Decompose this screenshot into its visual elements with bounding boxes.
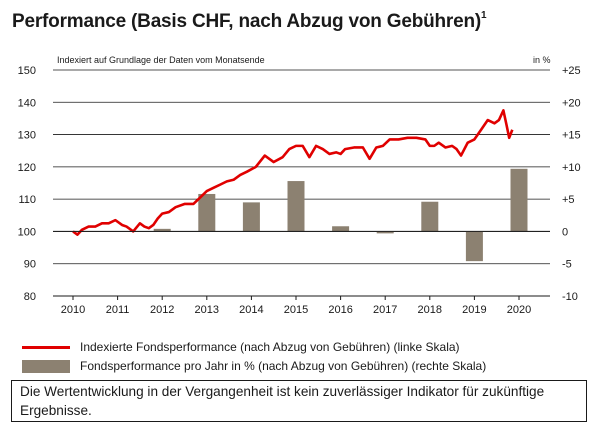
x-tick-label: 2016 (328, 304, 352, 316)
bar-2018 (465, 231, 483, 262)
x-tick-label: 2013 (195, 304, 219, 316)
left-tick-label: 140 (18, 97, 36, 109)
x-tick-label: 2017 (373, 304, 397, 316)
bar-2013 (242, 202, 260, 232)
left-tick-label: 90 (24, 259, 36, 271)
bar-2016 (376, 231, 394, 234)
legend-item-line: Indexierte Fondsperformance (nach Abzug … (22, 340, 460, 354)
legend-item-bar: Fondsperformance pro Jahr in % (nach Abz… (22, 359, 486, 373)
x-tick-label: 2018 (418, 304, 442, 316)
bar-series (153, 168, 528, 262)
chart-subtitle: Indexiert auf Grundlage der Daten vom Mo… (57, 55, 265, 65)
x-tick-label: 2019 (462, 304, 486, 316)
x-tick-label: 2012 (150, 304, 174, 316)
disclaimer-box: Die Wertentwicklung in der Vergangenheit… (11, 380, 587, 422)
left-tick-label: 100 (18, 226, 36, 238)
bar-2015 (332, 226, 350, 232)
performance-chart: 150 140 130 120 110 100 90 80 +25 +20 +15 +10 +5 0 -5 -… (18, 55, 581, 316)
bar-2012 (198, 193, 216, 232)
left-tick-label: 120 (18, 162, 36, 174)
x-tick-label: 2020 (507, 304, 531, 316)
chart-title: Performance (Basis CHF, nach Abzug von G… (12, 10, 487, 32)
legend-line-label: Indexierte Fondsperformance (nach Abzug … (80, 340, 460, 354)
bar-2014 (287, 181, 305, 232)
bar-2011 (153, 228, 171, 232)
x-tick-label: 2014 (239, 304, 263, 316)
x-tick-label: 2011 (106, 304, 130, 316)
x-tick-label: 2015 (284, 304, 308, 316)
left-tick-label: 80 (24, 291, 36, 303)
right-tick-label: +25 (562, 65, 581, 77)
line-series (72, 109, 514, 236)
right-tick-label: -10 (562, 291, 578, 303)
right-tick-label: +10 (562, 162, 581, 174)
right-tick-label: +20 (562, 97, 581, 109)
right-tick-label: +5 (562, 194, 575, 206)
index-performance-line (72, 109, 514, 236)
bar-2019 (510, 168, 528, 232)
right-tick-label: +15 (562, 130, 581, 142)
axes: 150 140 130 120 110 100 90 80 +25 +20 +15 +10 +5 0 -5 -… (18, 65, 581, 316)
left-tick-label: 110 (18, 194, 36, 206)
title-footnote-mark: 1 (481, 10, 487, 21)
gridlines (53, 69, 550, 265)
legend-bar-label: Fondsperformance pro Jahr in % (nach Abz… (80, 359, 487, 373)
right-axis-unit: in % (533, 55, 551, 65)
legend-bar-swatch (22, 359, 70, 373)
left-tick-label: 150 (18, 65, 36, 77)
right-tick-label: 0 (562, 226, 568, 238)
left-tick-label: 130 (18, 130, 36, 142)
x-tick-label: 2010 (61, 304, 85, 316)
bar-2017 (421, 201, 439, 232)
legend-line-swatch (22, 345, 70, 349)
right-tick-label: -5 (562, 259, 572, 271)
